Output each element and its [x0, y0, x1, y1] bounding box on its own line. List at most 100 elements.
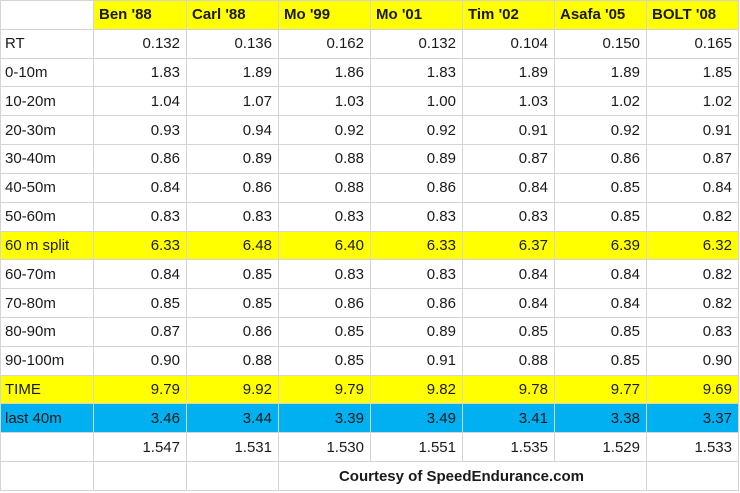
split-value-cell[interactable]: 6.37 — [462, 230, 555, 261]
split-value-cell[interactable]: 0.87 — [462, 144, 555, 174]
split-value-cell[interactable]: 0.83 — [278, 201, 371, 232]
row-label[interactable]: 60-70m — [0, 259, 94, 290]
row-label[interactable]: 90-100m — [0, 345, 94, 376]
split-value-cell[interactable]: 1.86 — [278, 57, 371, 88]
row-label[interactable]: last 40m — [0, 403, 94, 434]
split-value-cell[interactable]: 0.84 — [462, 172, 555, 203]
split-value-cell[interactable]: 0.84 — [554, 288, 647, 318]
split-value-cell[interactable]: 3.41 — [462, 403, 555, 434]
split-value-cell[interactable]: 0.92 — [278, 115, 371, 146]
split-value-cell[interactable]: 0.85 — [554, 201, 647, 232]
athlete-header-carl-88[interactable]: Carl '88 — [186, 0, 279, 30]
split-value-cell[interactable]: 1.85 — [646, 57, 739, 88]
split-value-cell[interactable]: 0.85 — [93, 288, 187, 318]
split-value-cell[interactable]: 3.46 — [93, 403, 187, 434]
corner-cell[interactable] — [0, 0, 94, 30]
split-value-cell[interactable]: 0.90 — [646, 345, 739, 376]
split-value-cell[interactable]: 0.150 — [554, 28, 647, 59]
split-value-cell[interactable]: 0.85 — [554, 172, 647, 203]
empty-cell[interactable] — [646, 461, 739, 491]
row-label[interactable]: 0-10m — [0, 57, 94, 88]
split-value-cell[interactable]: 3.44 — [186, 403, 279, 434]
split-value-cell[interactable]: 0.83 — [93, 201, 187, 232]
courtesy-note[interactable]: Courtesy of SpeedEndurance.com — [278, 461, 647, 491]
split-value-cell[interactable]: 0.89 — [370, 144, 463, 174]
split-value-cell[interactable]: 0.85 — [462, 316, 555, 347]
split-value-cell[interactable]: 0.83 — [186, 201, 279, 232]
split-value-cell[interactable]: 0.104 — [462, 28, 555, 59]
split-value-cell[interactable]: 0.91 — [646, 115, 739, 146]
row-label[interactable]: 50-60m — [0, 201, 94, 232]
split-value-cell[interactable]: 1.89 — [186, 57, 279, 88]
split-value-cell[interactable]: 9.69 — [646, 374, 739, 405]
split-value-cell[interactable]: 0.84 — [93, 172, 187, 203]
split-value-cell[interactable]: 0.85 — [186, 259, 279, 290]
split-value-cell[interactable]: 0.89 — [186, 144, 279, 174]
split-value-cell[interactable]: 1.83 — [93, 57, 187, 88]
row-label[interactable]: 60 m split — [0, 230, 94, 261]
split-value-cell[interactable]: 6.39 — [554, 230, 647, 261]
split-value-cell[interactable]: 0.86 — [186, 172, 279, 203]
split-value-cell[interactable]: 1.529 — [554, 432, 647, 463]
split-value-cell[interactable]: 0.85 — [278, 345, 371, 376]
split-value-cell[interactable]: 9.78 — [462, 374, 555, 405]
split-value-cell[interactable]: 1.533 — [646, 432, 739, 463]
empty-cell[interactable] — [0, 461, 94, 491]
split-value-cell[interactable]: 0.83 — [462, 201, 555, 232]
split-value-cell[interactable]: 0.92 — [370, 115, 463, 146]
split-value-cell[interactable]: 6.48 — [186, 230, 279, 261]
row-label[interactable]: RT — [0, 28, 94, 59]
split-value-cell[interactable]: 0.84 — [554, 259, 647, 290]
athlete-header-bolt-08[interactable]: BOLT '08 — [646, 0, 739, 30]
split-value-cell[interactable]: 0.162 — [278, 28, 371, 59]
split-value-cell[interactable]: 1.03 — [462, 86, 555, 117]
split-value-cell[interactable]: 1.530 — [278, 432, 371, 463]
split-value-cell[interactable]: 0.88 — [186, 345, 279, 376]
split-value-cell[interactable]: 0.84 — [93, 259, 187, 290]
row-label[interactable] — [0, 432, 94, 463]
split-value-cell[interactable]: 0.83 — [370, 259, 463, 290]
split-value-cell[interactable]: 0.88 — [462, 345, 555, 376]
split-value-cell[interactable]: 6.40 — [278, 230, 371, 261]
split-value-cell[interactable]: 0.92 — [554, 115, 647, 146]
split-value-cell[interactable]: 0.94 — [186, 115, 279, 146]
split-value-cell[interactable]: 0.84 — [462, 259, 555, 290]
split-value-cell[interactable]: 0.83 — [370, 201, 463, 232]
split-value-cell[interactable]: 0.86 — [93, 144, 187, 174]
split-value-cell[interactable]: 1.89 — [554, 57, 647, 88]
split-value-cell[interactable]: 1.02 — [554, 86, 647, 117]
athlete-header-ben-88[interactable]: Ben '88 — [93, 0, 187, 30]
athlete-header-mo-01[interactable]: Mo '01 — [370, 0, 463, 30]
split-value-cell[interactable]: 0.86 — [370, 288, 463, 318]
split-value-cell[interactable]: 1.03 — [278, 86, 371, 117]
row-label[interactable]: 30-40m — [0, 144, 94, 174]
split-value-cell[interactable]: 0.82 — [646, 288, 739, 318]
split-value-cell[interactable]: 1.04 — [93, 86, 187, 117]
athlete-header-mo-99[interactable]: Mo '99 — [278, 0, 371, 30]
split-value-cell[interactable]: 6.33 — [93, 230, 187, 261]
row-label[interactable]: 10-20m — [0, 86, 94, 117]
split-value-cell[interactable]: 0.86 — [554, 144, 647, 174]
split-value-cell[interactable]: 0.136 — [186, 28, 279, 59]
split-value-cell[interactable]: 0.85 — [186, 288, 279, 318]
split-value-cell[interactable]: 0.89 — [370, 316, 463, 347]
split-value-cell[interactable]: 1.02 — [646, 86, 739, 117]
split-value-cell[interactable]: 1.535 — [462, 432, 555, 463]
split-value-cell[interactable]: 0.88 — [278, 144, 371, 174]
split-value-cell[interactable]: 0.85 — [554, 316, 647, 347]
split-value-cell[interactable]: 0.88 — [278, 172, 371, 203]
row-label[interactable]: 20-30m — [0, 115, 94, 146]
split-value-cell[interactable]: 0.84 — [646, 172, 739, 203]
split-value-cell[interactable]: 3.39 — [278, 403, 371, 434]
empty-cell[interactable] — [186, 461, 279, 491]
split-value-cell[interactable]: 0.86 — [370, 172, 463, 203]
split-value-cell[interactable]: 0.93 — [93, 115, 187, 146]
split-value-cell[interactable]: 9.77 — [554, 374, 647, 405]
split-value-cell[interactable]: 0.91 — [370, 345, 463, 376]
split-value-cell[interactable]: 0.86 — [186, 316, 279, 347]
row-label[interactable]: 70-80m — [0, 288, 94, 318]
split-value-cell[interactable]: 9.79 — [93, 374, 187, 405]
split-value-cell[interactable]: 9.92 — [186, 374, 279, 405]
split-value-cell[interactable]: 9.79 — [278, 374, 371, 405]
row-label[interactable]: 80-90m — [0, 316, 94, 347]
